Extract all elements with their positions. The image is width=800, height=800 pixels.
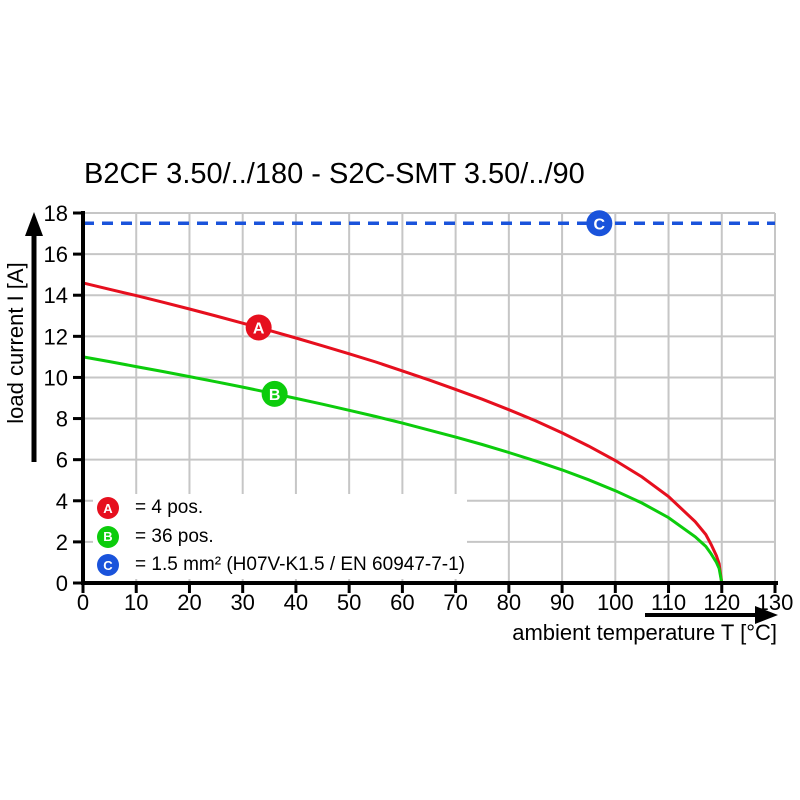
y-tick-label: 6 [56,448,68,473]
curve-marker-letter: B [269,387,281,404]
series-curve-b [82,355,724,584]
curve-marker-b-icon [261,380,288,407]
legend-marker-c-icon: C [97,554,119,576]
series-curve-a [82,281,724,584]
y-tick-label: 12 [44,324,68,349]
y-tick-label: 10 [44,365,68,390]
x-tick-label: 20 [177,590,201,615]
curve-marker-letter: A [253,320,265,337]
legend-label-a: = 4 pos. [135,497,204,518]
legend-marker-b-icon: B [97,525,119,548]
x-axis-arrow-head-icon [755,606,778,624]
x-tick-label: 10 [124,590,148,615]
x-tick-label: 40 [284,590,308,615]
y-tick-label: 8 [56,407,68,432]
y-axis-arrow-head-icon [25,212,43,236]
y-tick-label: 2 [56,530,68,555]
x-tick-label: 110 [651,590,686,615]
y-tick-label: 16 [44,242,68,267]
legend-label-c: = 1.5 mm² (H07V-K1.5 / EN 60947-7-1) [135,554,466,575]
x-tick-label: 0 [77,590,89,615]
curve-marker-a-icon [245,314,272,341]
chart-title: B2CF 3.50/../180 - S2C-SMT 3.50/../90 [84,158,585,190]
x-tick-label: 60 [390,590,414,615]
legend-marker-a-icon: A [97,497,119,519]
curve-marker-c-icon [586,210,613,237]
y-tick-label: 0 [56,571,68,596]
chart-legend: A = 4 pos. B = 36 pos. C = 1.5 mm² (H07V… [93,494,467,579]
legend-label-b: = 36 pos. [135,525,214,547]
x-tick-label: 90 [550,590,574,615]
x-tick-label: 70 [443,590,467,615]
legend-item-b: B = 36 pos. [93,525,467,549]
y-tick-label: 4 [56,489,68,514]
x-tick-label: 80 [497,590,521,615]
y-tick-label: 18 [44,201,68,226]
x-tick-label: 50 [337,590,361,615]
x-axis-label: ambient temperature T [°C] [512,620,777,645]
y-tick-label: 14 [44,283,68,308]
x-tick-label: 30 [230,590,254,615]
x-tick-label: 100 [597,590,634,615]
x-tick-label: 120 [703,590,740,615]
legend-item-a: A = 4 pos. [93,496,467,520]
legend-item-c: C = 1.5 mm² (H07V-K1.5 / EN 60947-7-1) [93,553,467,577]
curve-marker-letter: C [594,216,606,233]
